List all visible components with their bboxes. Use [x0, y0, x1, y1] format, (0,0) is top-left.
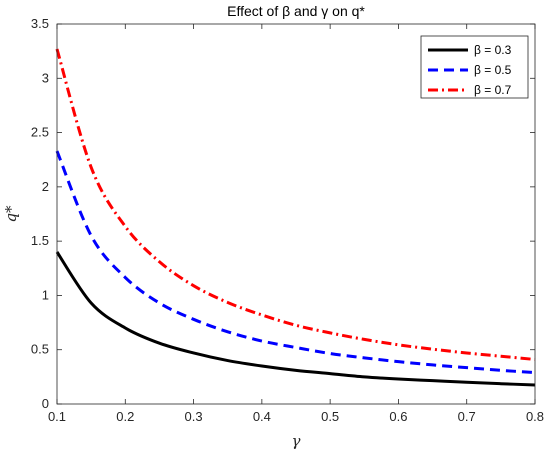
x-tick-label: 0.7: [458, 409, 476, 424]
legend-box: [420, 35, 529, 99]
x-tick-label: 0.3: [185, 409, 203, 424]
y-tick-label: 0: [42, 396, 49, 411]
y-tick-label: 3.5: [31, 16, 49, 31]
plot-frame: [56, 23, 536, 405]
y-tick-label: 0.5: [31, 342, 49, 357]
legend-label-2: β = 0.5: [474, 63, 512, 77]
series-layer: [55, 48, 536, 387]
y-tick-label: 1.5: [31, 233, 49, 248]
legend-label-1: β = 0.3: [474, 43, 512, 57]
y-axis-label: q*: [2, 205, 20, 223]
series-line-1: [55, 251, 536, 387]
x-tick-label: 0.5: [321, 409, 339, 424]
chart-title: Effect of β and γ on q*: [227, 3, 365, 19]
y-tick-label: 2.5: [31, 125, 49, 140]
x-axis-label: γ: [292, 432, 301, 450]
y-tick-label: 2: [42, 179, 49, 194]
x-tick-label: 0.8: [526, 409, 544, 424]
x-tick-label: 0.4: [253, 409, 271, 424]
series-line-2: [55, 150, 536, 375]
legend-label-3: β = 0.7: [474, 83, 512, 97]
x-tick-label: 0.6: [389, 409, 407, 424]
x-tick-label: 0.1: [48, 409, 66, 424]
y-tick-label: 1: [42, 287, 49, 302]
tick-layer: 0.1 0.2 0.3 0.4 0.5 0.6 0.7 0.8 0 0.5 1 1.5 2 2.5 3 3.5: [31, 16, 544, 424]
x-tick-label: 0.2: [116, 409, 134, 424]
series-line-3: [55, 48, 536, 361]
legend: β = 0.3 β = 0.5 β = 0.7: [420, 35, 529, 99]
y-tick-label: 3: [42, 70, 49, 85]
